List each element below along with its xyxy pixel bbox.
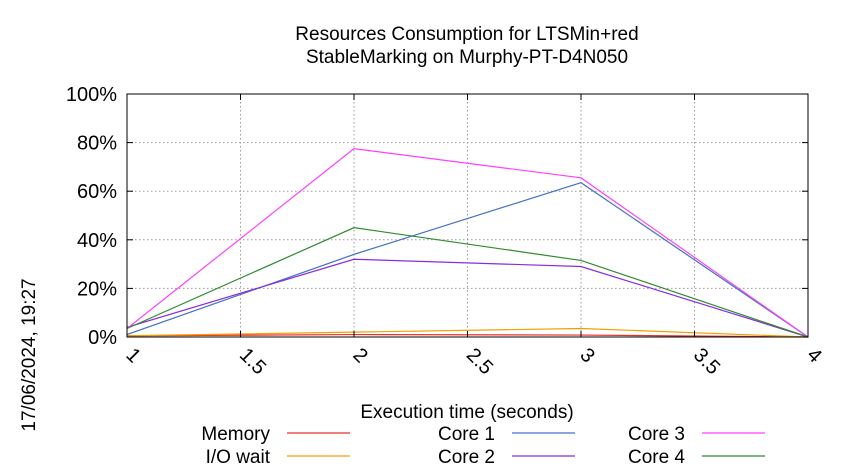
x-tick-label: 4 bbox=[802, 344, 825, 367]
y-tick-label: 40% bbox=[77, 230, 117, 252]
grid-lines bbox=[127, 94, 808, 337]
chart-title: Resources Consumption for LTSMin+redStab… bbox=[295, 24, 638, 68]
x-tick-label: 3.5 bbox=[689, 344, 724, 379]
x-tick-label: 2 bbox=[348, 344, 371, 367]
x-tick-label: 3 bbox=[575, 344, 598, 367]
legend-label: Core 3 bbox=[628, 424, 685, 445]
x-axis-label: Execution time (seconds) bbox=[360, 402, 573, 423]
series-line-core-2 bbox=[126, 258, 809, 338]
timestamp-label: 17/06/2024, 19:27 bbox=[19, 278, 40, 431]
y-tick-label: 20% bbox=[77, 278, 117, 300]
legend-label: Core 2 bbox=[438, 447, 495, 468]
chart-title-line: StableMarking on Murphy-PT-D4N050 bbox=[306, 47, 628, 68]
series-line-core-4 bbox=[126, 227, 809, 338]
series-line-core-3 bbox=[126, 148, 809, 338]
x-tick-label: 2.5 bbox=[462, 344, 497, 379]
y-tick-label: 80% bbox=[77, 133, 117, 155]
chart-title-line: Resources Consumption for LTSMin+red bbox=[295, 24, 638, 45]
series-line-core-1 bbox=[126, 182, 809, 338]
y-tick-label: 60% bbox=[77, 181, 117, 203]
legend-label: Core 1 bbox=[438, 424, 495, 445]
legend-label: Memory bbox=[201, 424, 270, 445]
y-tick-label: 100% bbox=[66, 84, 117, 106]
x-tick-label: 1 bbox=[121, 344, 144, 367]
y-tick-label: 0% bbox=[88, 327, 117, 349]
legend-label: I/O wait bbox=[206, 447, 271, 468]
x-tick-label: 1.5 bbox=[235, 344, 270, 379]
legend-label: Core 4 bbox=[628, 447, 685, 468]
